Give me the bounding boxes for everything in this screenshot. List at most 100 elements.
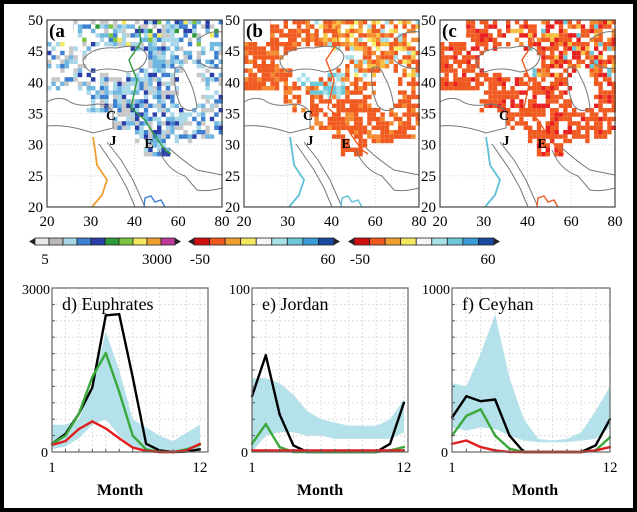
map-cell bbox=[47, 42, 52, 47]
map-cell bbox=[362, 103, 368, 108]
map-cell bbox=[257, 46, 262, 51]
map-cell bbox=[279, 68, 284, 73]
map-cell bbox=[99, 33, 105, 38]
map-cell bbox=[152, 59, 157, 64]
map-cell bbox=[479, 81, 484, 86]
map-x-tick-label: 40 bbox=[127, 214, 142, 230]
map-cell bbox=[135, 108, 140, 113]
map-cell bbox=[274, 68, 280, 73]
map-cell bbox=[77, 81, 83, 86]
map-cell bbox=[77, 68, 83, 73]
map-cell bbox=[380, 138, 385, 144]
map-cell bbox=[292, 46, 297, 51]
map-cell bbox=[165, 64, 171, 69]
map-cell bbox=[99, 77, 105, 82]
map-cell bbox=[327, 20, 332, 25]
map-cell bbox=[510, 99, 515, 104]
map-cell bbox=[567, 46, 572, 51]
map-cell bbox=[545, 33, 550, 38]
map-cell bbox=[532, 42, 537, 47]
map-cell bbox=[554, 55, 559, 60]
map-cell bbox=[170, 99, 175, 104]
map-cell bbox=[462, 42, 467, 47]
map-cell bbox=[345, 147, 350, 152]
map-cell bbox=[279, 28, 284, 34]
map-cell bbox=[270, 64, 275, 69]
map-cell bbox=[563, 112, 568, 117]
map-cell bbox=[367, 116, 372, 122]
map-cell bbox=[288, 28, 293, 34]
map-cell bbox=[257, 77, 262, 82]
map-cell bbox=[148, 20, 153, 25]
map-cell bbox=[488, 77, 493, 82]
map-cell bbox=[192, 59, 197, 64]
map-cell bbox=[135, 138, 140, 144]
map-cell bbox=[611, 94, 616, 100]
map-cell bbox=[362, 72, 368, 78]
map-cell bbox=[567, 99, 572, 104]
map-cell bbox=[209, 59, 215, 64]
map-cell bbox=[585, 28, 590, 34]
map-cell bbox=[384, 33, 390, 38]
map-cell bbox=[305, 90, 310, 95]
map-cell bbox=[492, 20, 498, 25]
map-cell bbox=[327, 90, 332, 95]
map-cell bbox=[336, 94, 341, 100]
map-cell bbox=[523, 81, 528, 86]
map-cell bbox=[201, 108, 206, 113]
map-cell bbox=[60, 81, 65, 86]
caspian-coastline bbox=[371, 66, 395, 112]
map-cell bbox=[152, 50, 157, 56]
map-cell bbox=[406, 116, 412, 122]
map-cell bbox=[532, 94, 537, 100]
map-cell bbox=[270, 77, 275, 82]
map-cell bbox=[266, 50, 271, 56]
map-cell bbox=[402, 68, 407, 73]
y-tick-label-zero: 0 bbox=[441, 446, 448, 461]
colorbar-segment bbox=[431, 237, 448, 246]
map-cell bbox=[244, 46, 249, 51]
map-cell bbox=[345, 55, 350, 60]
map-cell bbox=[349, 24, 354, 29]
colorbar-min-label: 5 bbox=[41, 252, 49, 268]
map-cell bbox=[148, 42, 153, 47]
map-cell bbox=[349, 28, 354, 34]
map-cell bbox=[371, 28, 376, 34]
map-cell bbox=[393, 55, 398, 60]
map-cell bbox=[201, 72, 206, 78]
map-cell bbox=[572, 64, 577, 69]
map-cell bbox=[462, 59, 467, 64]
map-cell bbox=[126, 77, 131, 82]
map-cell bbox=[475, 72, 480, 78]
map-cell bbox=[209, 42, 215, 47]
map-cell bbox=[305, 20, 310, 25]
map-cell bbox=[554, 125, 559, 130]
map-cell bbox=[411, 24, 416, 29]
map-cell bbox=[371, 108, 376, 113]
map-cell bbox=[161, 152, 166, 157]
map-cell bbox=[411, 46, 416, 51]
map-cell bbox=[183, 130, 188, 135]
map-cell bbox=[205, 130, 210, 135]
caspian-coastline bbox=[174, 66, 198, 112]
map-cell bbox=[367, 64, 372, 69]
map-cell bbox=[611, 55, 616, 60]
map-cell bbox=[598, 81, 603, 86]
map-cell bbox=[77, 33, 83, 38]
map-cell bbox=[310, 94, 315, 100]
map-cell bbox=[244, 86, 249, 91]
map-cell bbox=[187, 20, 193, 25]
map-cell bbox=[192, 116, 197, 122]
map-cell bbox=[192, 33, 197, 38]
map-cell bbox=[187, 28, 193, 34]
map-cell bbox=[86, 72, 91, 78]
map-cell bbox=[492, 86, 498, 91]
map-cell bbox=[594, 55, 599, 60]
map-cell bbox=[170, 59, 175, 64]
map-cell bbox=[296, 24, 302, 29]
map-cell bbox=[288, 33, 293, 38]
map-cell bbox=[528, 112, 533, 117]
map-cell bbox=[380, 37, 385, 42]
map-cell bbox=[545, 125, 550, 130]
map-cell bbox=[340, 72, 346, 78]
